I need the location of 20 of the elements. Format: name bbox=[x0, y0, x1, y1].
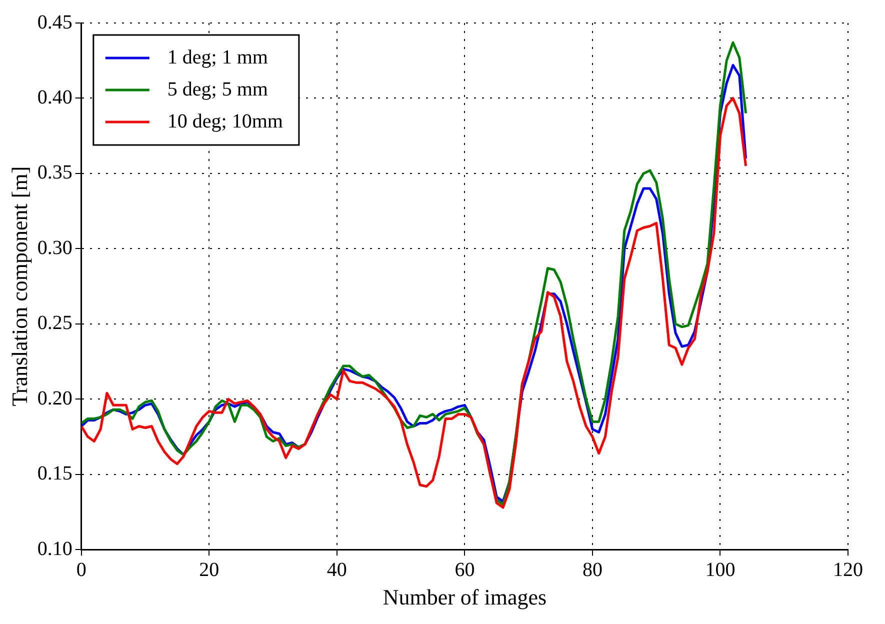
y-tick-label: 0.25 bbox=[37, 312, 72, 334]
y-tick-label: 0.10 bbox=[37, 538, 72, 560]
y-tick-label: 0.35 bbox=[37, 162, 72, 184]
x-tick-label: 0 bbox=[76, 558, 86, 581]
y-tick-label: 0.40 bbox=[37, 86, 72, 108]
y-tick-label: 0.20 bbox=[37, 387, 72, 410]
x-tick-label: 40 bbox=[326, 558, 347, 581]
y-tick-label: 0.15 bbox=[37, 462, 72, 485]
legend-label: 1 deg; 1 mm bbox=[167, 46, 268, 68]
x-tick-label: 60 bbox=[454, 558, 475, 581]
y-tick-label: 0.45 bbox=[37, 11, 72, 34]
x-tick-label: 80 bbox=[582, 558, 602, 581]
x-tick-label: 120 bbox=[833, 558, 863, 581]
x-tick-label: 100 bbox=[705, 558, 736, 581]
y-tick-label: 0.30 bbox=[37, 236, 72, 259]
legend-label: 10 deg; 10mm bbox=[167, 110, 284, 132]
x-tick-label: 20 bbox=[199, 558, 220, 581]
y-axis-title: Translation component [m] bbox=[6, 166, 32, 406]
legend-label: 5 deg; 5 mm bbox=[167, 78, 268, 100]
x-axis-title: Number of images bbox=[382, 584, 547, 610]
